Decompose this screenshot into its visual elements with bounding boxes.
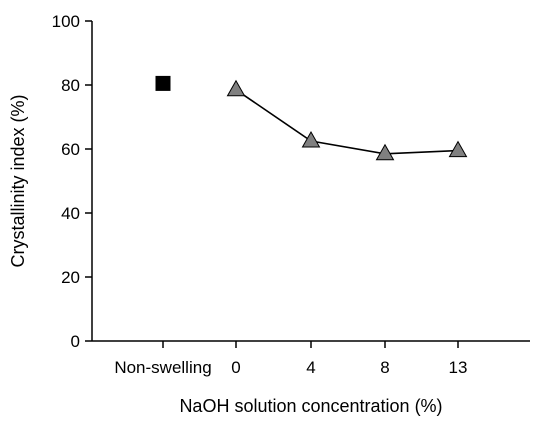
y-axis-title: Crystallinity index (%) — [8, 94, 28, 267]
x-tick-label: 8 — [380, 358, 389, 377]
x-tick-label: 13 — [449, 358, 468, 377]
x-ticks: Non-swelling 0 4 8 13 — [114, 341, 467, 377]
data-point-triangle — [226, 79, 246, 97]
y-tick-label: 40 — [61, 204, 80, 223]
data-point-triangle — [301, 130, 321, 148]
y-tick-label: 0 — [71, 332, 80, 351]
x-tick-label: 4 — [306, 358, 315, 377]
y-tick-label: 20 — [61, 268, 80, 287]
x-tick-label: 0 — [231, 358, 240, 377]
series-line — [235, 89, 459, 155]
y-ticks: 0 20 40 60 80 100 — [52, 12, 92, 351]
x-axis-title: NaOH solution concentration (%) — [179, 396, 442, 416]
series-lines — [235, 89, 459, 155]
markers — [155, 75, 468, 161]
y-tick-label: 100 — [52, 12, 80, 31]
y-tick-label: 60 — [61, 140, 80, 159]
x-tick-label: Non-swelling — [114, 358, 211, 377]
data-point-triangle — [448, 140, 468, 158]
y-tick-label: 80 — [61, 76, 80, 95]
data-point-triangle — [375, 143, 395, 161]
axes — [91, 21, 530, 342]
data-point-square — [155, 75, 171, 91]
